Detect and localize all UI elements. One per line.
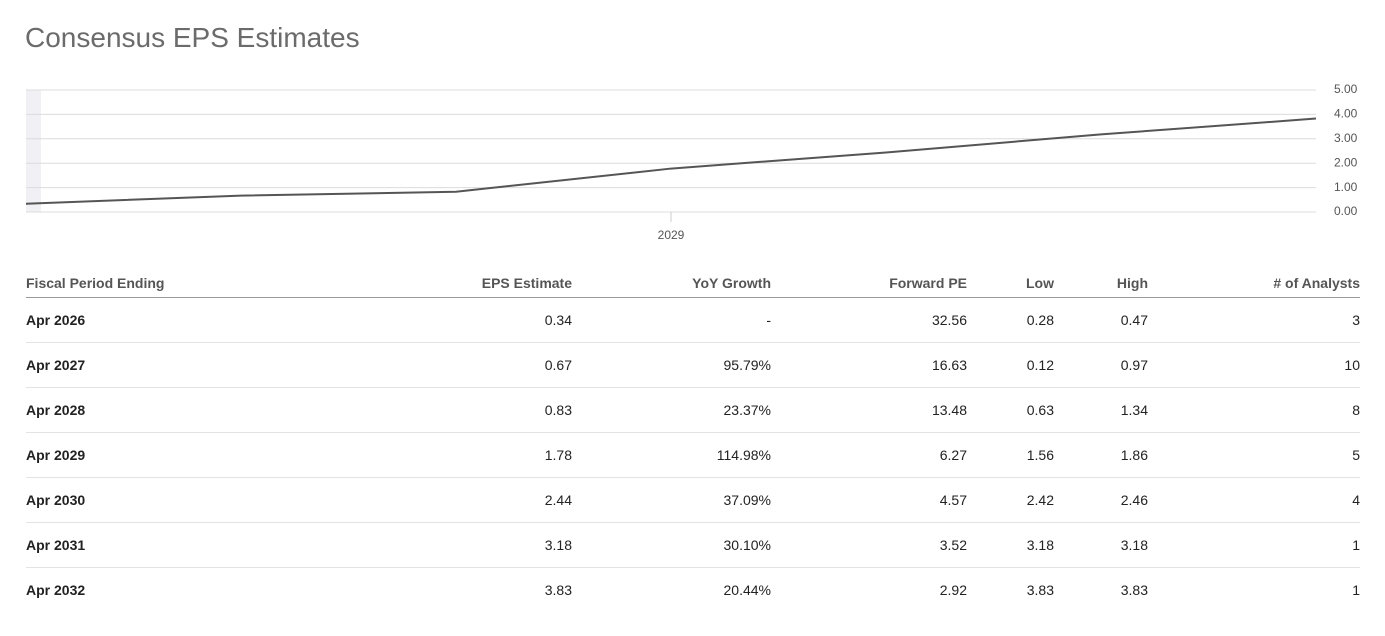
table-cell: 1 [1148, 522, 1360, 568]
column-header: Low [967, 268, 1054, 298]
table-cell: 2.92 [939, 582, 967, 598]
estimates-table: Fiscal Period Ending EPS Estimate YoY Grow… [26, 268, 1360, 612]
table-cell: 4.57 [771, 477, 967, 523]
table-cell: 0.34 [400, 297, 572, 343]
table-cell: 0.47 [1054, 297, 1148, 343]
table-cell: Apr 2030 [26, 477, 400, 523]
table-cell: 95.79% [572, 342, 771, 388]
table-cell: Apr 2028 [26, 387, 400, 433]
table-cell: 1.56 [967, 432, 1054, 478]
page-title: Consensus EPS Estimates [25, 22, 360, 53]
column-header: Fiscal Period Ending [26, 268, 400, 298]
table-cell: 4 [1148, 477, 1360, 523]
table-row: Apr 2029 1.78 114.98% 6.27 1.56 1.86 5 [26, 432, 1360, 478]
y-tick-label: 1.00 [1334, 180, 1358, 194]
y-tick-label: 2.00 [1334, 155, 1358, 169]
table-cell: Apr 2031 [26, 522, 400, 568]
x-tick-label: 2029 [658, 228, 685, 242]
table-cell: 5 [1148, 432, 1360, 478]
y-tick-label: 4.00 [1334, 107, 1358, 121]
header-row: Fiscal Period Ending EPS Estimate YoY Grow… [26, 268, 1360, 298]
table-cell: 13.48 [771, 387, 967, 433]
table-cell: 0.63 [967, 387, 1054, 433]
table-cell: 114.98% [572, 432, 771, 478]
table-cell: 0.67 [400, 342, 572, 388]
table-cell: 3.52 [771, 522, 967, 568]
column-header: Forward PE [771, 268, 967, 298]
table-cell: 16.63 [771, 342, 967, 388]
table-row: Apr 2030 2.44 37.09% 4.57 2.42 2.46 4 [26, 477, 1360, 523]
y-tick-label: 3.00 [1334, 131, 1358, 145]
y-tick-label: 0.00 [1334, 204, 1358, 218]
table-cell: 3.83 [1026, 582, 1054, 598]
table-cell: 0.28 [967, 297, 1054, 343]
table-cell: 37.09% [572, 477, 771, 523]
table-cell: Apr 2029 [26, 432, 400, 478]
table-cell: 6.27 [771, 432, 967, 478]
table-cell: 0.12 [967, 342, 1054, 388]
table-cell: 10 [1148, 342, 1360, 388]
table-cell: 1.78 [400, 432, 572, 478]
table-cell: 3.83 [1120, 582, 1148, 598]
table-cell: 23.37% [572, 387, 771, 433]
table-cell: 1.86 [1054, 432, 1148, 478]
table-cell: 1.34 [1054, 387, 1148, 433]
y-tick-label: 5.00 [1334, 82, 1358, 96]
table-cell: 8 [1148, 387, 1360, 433]
table-cell: 3.83 [544, 582, 572, 598]
eps-line [25, 117, 1317, 205]
table-cell: Apr 2026 [26, 297, 400, 343]
table-cell: 2.46 [1054, 477, 1148, 523]
column-header: EPS Estimate [400, 268, 572, 298]
table-cell: 3.18 [967, 522, 1054, 568]
table-cell: 3.18 [400, 522, 572, 568]
table-cell: 30.10% [572, 522, 771, 568]
table-body: Apr 2026 0.34-32.56 0.28 0.47 3 Apr 2027 0.67 9… [26, 297, 1360, 613]
column-header: High [1054, 268, 1148, 298]
range-highlight [26, 90, 41, 212]
table-row: Apr 2032 3.83 20.44% 2.92 3.83 3.83 1 [26, 568, 1360, 613]
table-cell: 3.18 [1054, 522, 1148, 568]
table-row: Apr 2026 0.34-32.56 0.28 0.47 3 [26, 297, 1360, 343]
table-cell: Apr 2032 [26, 582, 86, 598]
table-cell: 0.83 [400, 387, 572, 433]
table-row: Apr 2028 0.83 23.37% 13.48 0.63 1.34 8 [26, 387, 1360, 433]
table-row: Apr 2031 3.18 30.10% 3.52 3.18 3.18 1 [26, 522, 1360, 568]
table-cell: - [572, 297, 771, 343]
chart: 0.00 1.00 2.00 3.00 4.00 5.00 2029 [25, 82, 1358, 242]
column-header: YoY Growth [572, 268, 771, 298]
table-cell: 2.44 [400, 477, 572, 523]
column-header: # of Analysts [1148, 268, 1360, 298]
table-cell: 3 [1148, 297, 1360, 343]
table-cell: 0.97 [1054, 342, 1148, 388]
table-cell: 2.42 [967, 477, 1054, 523]
table-cell: 1 [1352, 582, 1360, 598]
table-cell: 20.44% [723, 582, 771, 598]
table-cell: 32.56 [771, 297, 967, 343]
table-cell: Apr 2027 [26, 342, 400, 388]
table-row: Apr 2027 0.67 95.79% 16.63 0.12 0.97 10 [26, 342, 1360, 388]
